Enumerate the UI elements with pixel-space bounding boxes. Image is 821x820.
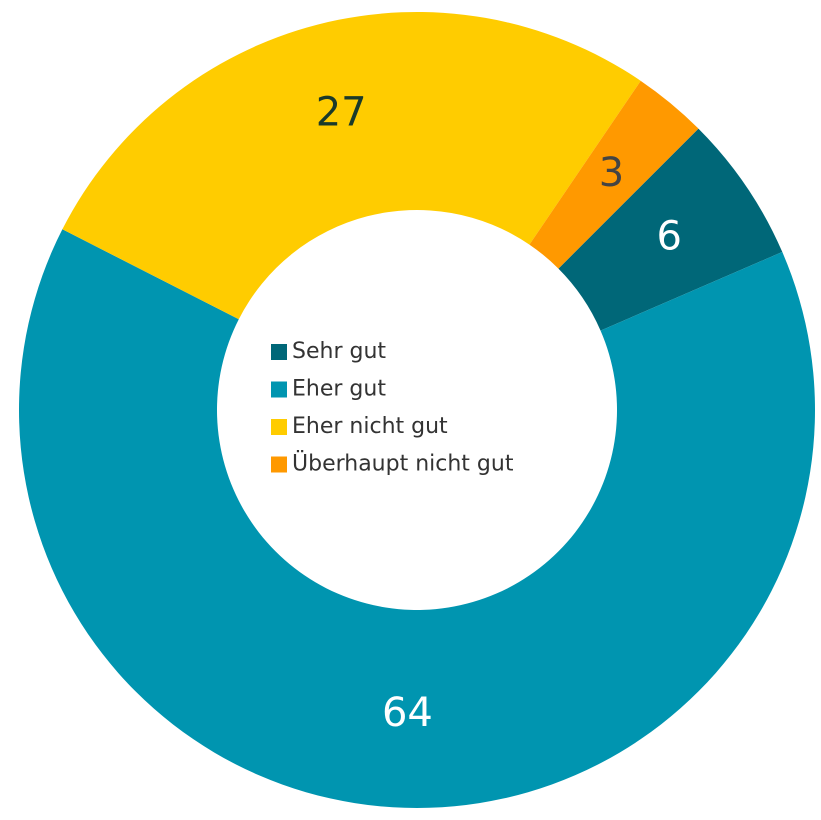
donut-segment: [558, 128, 783, 331]
donut-segment: [62, 12, 641, 320]
data-label: 27: [316, 90, 367, 136]
data-label: 64: [382, 690, 433, 736]
legend-swatch: [271, 419, 287, 435]
donut-segment: [529, 80, 699, 269]
legend-label: Sehr gut: [292, 339, 386, 364]
donut-segment: [19, 229, 815, 809]
legend-swatch: [271, 344, 287, 360]
data-label: 3: [599, 150, 624, 196]
legend-label: Überhaupt nicht gut: [292, 451, 514, 477]
legend-swatch: [271, 456, 287, 473]
legend-swatch: [271, 381, 287, 398]
legend-label: Eher gut: [292, 377, 386, 402]
legend-label: Eher nicht gut: [292, 414, 448, 439]
data-label: 6: [657, 214, 682, 260]
